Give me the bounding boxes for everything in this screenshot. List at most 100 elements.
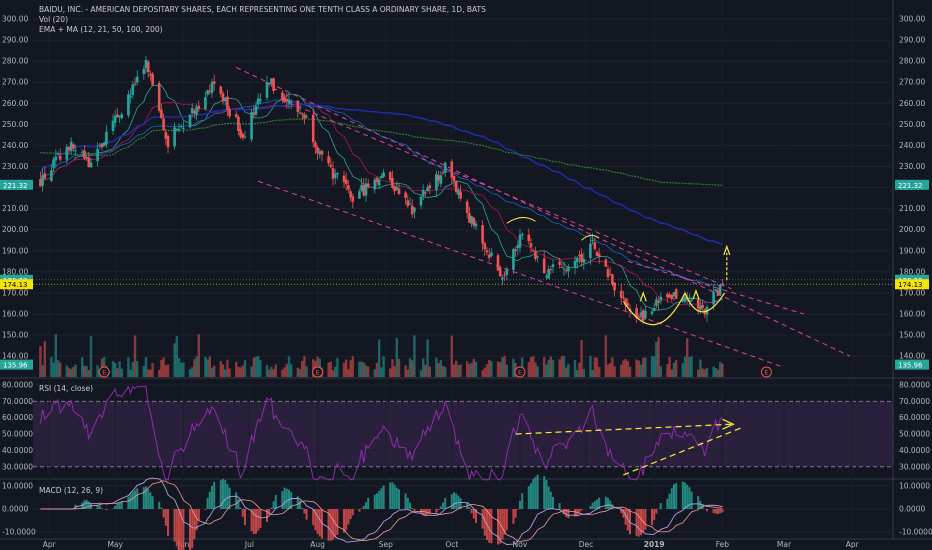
price-tick-label-left: 270.00 [2,78,28,87]
candle-body [285,99,289,102]
ema-ma-indicator-label[interactable]: EMA + MA (12, 21, 50, 100, 200) [39,25,163,34]
price-tag: 135.96 [0,359,33,370]
price-tag-box [895,179,929,190]
volume-bar [221,364,225,377]
macd-hist-bar [173,509,176,542]
volume-bar [655,341,658,377]
candle-body [641,310,645,321]
macd-hist-bar [228,487,231,509]
price-tick-label-left: 200.00 [2,225,28,234]
candle-body [190,107,194,114]
volume-bar [147,369,150,377]
volume-bar [375,362,379,377]
volume-bar [567,364,570,377]
macd-hist-bar [549,491,552,509]
ma-100-line [39,103,723,246]
volume-bar [72,366,75,377]
volume-bar [50,356,53,377]
volume-bar [672,362,676,377]
candle-body [87,157,91,168]
price-tag-label: 135.96 [3,362,28,370]
price-tag: 135.96 [895,359,929,370]
volume-bar [545,364,548,377]
macd-hist-bar [673,484,675,509]
volume-bar [639,364,643,377]
candle-body [206,90,209,95]
macd-hist-bar [182,509,185,550]
candle-body [714,289,718,292]
candle-body [589,243,592,259]
volume-bar [598,366,601,377]
candle-body [514,249,517,251]
volume-bar [481,370,484,377]
macd-hist-bar [536,474,539,509]
volume-indicator-label[interactable]: Vol (20) [39,15,69,24]
volume-bar [714,368,717,377]
volume-bar [699,359,702,377]
macd-hist-bar [136,488,139,509]
time-tick-label: Feb [716,540,730,549]
volume-bar [565,367,568,377]
volume-bar [160,359,163,377]
macd-hist-bar [281,491,284,509]
candle-body [490,252,493,257]
price-tick-label-left: 210.00 [2,204,28,213]
macd-hist-bar [299,500,301,509]
macd-hist-bar [167,509,169,536]
candle-body [606,268,610,278]
macd-hist-bar [681,481,684,509]
earnings-marker-label: E [102,369,106,377]
candle-body [239,129,242,137]
candle-body [404,192,407,199]
macd-hist-bar [376,493,378,509]
volume-bar [254,356,258,377]
candle-body [270,78,273,84]
macd-hist-bar [175,509,178,547]
macd-hist-bar [206,497,209,509]
candle-body [441,172,445,174]
rsi-tick-label-left: 40.0000 [2,446,33,455]
volume-bar [705,367,709,377]
volume-bar [593,357,596,377]
macd-hist-bar [151,496,154,509]
rsi-indicator-label[interactable]: RSI (14, close) [39,384,94,393]
rsi-tick-label: 80.0000 [899,381,930,390]
candle-body [393,186,396,192]
volume-bar [301,360,304,377]
price-tick-label: 150.00 [899,331,925,340]
volume-bar [89,336,93,377]
candle-body [635,308,638,318]
volume-bar [547,359,550,377]
price-tick-label-left: 290.00 [2,36,28,45]
volume-bar [158,369,161,377]
candle-body [256,98,260,105]
earnings-marker [98,366,110,378]
macd-hist-bar [624,509,627,525]
volume-bar [52,362,55,377]
macd-hist-bar [239,507,242,509]
macd-hist-bar [380,488,383,509]
candle-body [250,111,253,140]
candle-body [529,243,533,248]
macd-hist-bar [684,482,686,509]
macd-hist-bar [382,485,385,509]
macd-hist-bar [318,509,321,537]
candle-body [219,86,223,94]
time-tick-label: Mar [777,540,792,549]
rsi-line [39,385,723,481]
candle-body [452,175,456,181]
volume-bar [151,363,154,377]
volume-bar [604,335,607,377]
macd-hist-bar [268,509,271,515]
macd-hist-bar [303,509,306,514]
volume-bar [644,357,647,377]
candle-body [197,105,201,110]
macd-hist-bar [224,479,227,509]
macd-indicator-label[interactable]: MACD (12, 26, 9) [39,486,104,495]
macd-hist-bar [670,488,673,509]
candle-body [303,114,306,119]
candle-body [701,304,704,309]
candle-body [265,82,269,98]
volume-bar [312,359,315,377]
